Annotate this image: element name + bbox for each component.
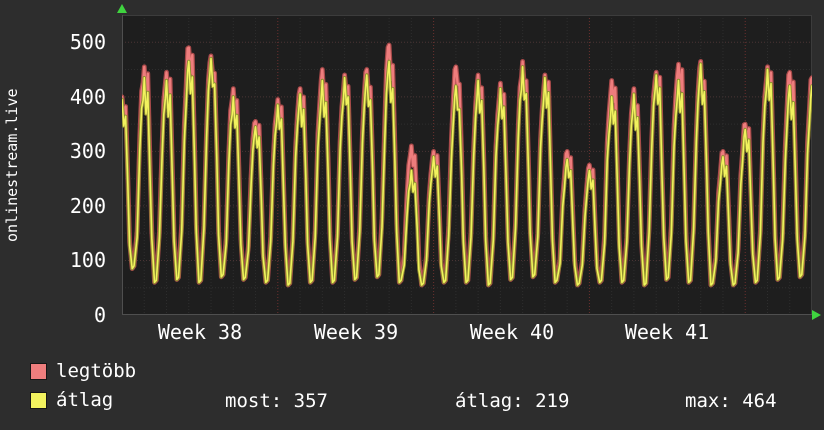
legend-item-legtobb: legtöbb: [30, 361, 136, 381]
plot-area: [122, 15, 812, 315]
y-axis-tick-label: 200: [69, 194, 106, 218]
legend-label-legtobb: legtöbb: [56, 360, 137, 382]
legend-item-atlag: átlag: [30, 390, 113, 410]
x-axis-week-label: Week 38: [157, 320, 243, 344]
x-axis-week-label: Week 41: [624, 320, 710, 344]
y-axis-tick-label: 0: [93, 303, 106, 327]
y-axis-tick-label: 300: [69, 139, 106, 163]
legend-label-atlag: átlag: [56, 389, 114, 411]
x-axis-week-label: Week 39: [313, 320, 399, 344]
chart-svg: [122, 15, 812, 315]
y-axis-tick-label: 100: [69, 248, 106, 272]
y-axis-tick-label: 400: [69, 85, 106, 109]
x-axis-week-label: Week 40: [469, 320, 555, 344]
y-axis-tick-label: 500: [69, 30, 106, 54]
x-axis-arrow-icon: [812, 310, 821, 320]
y-axis: 500 400 300 200 100 0: [0, 15, 112, 325]
stat-max: max: 464: [685, 390, 777, 412]
y-axis-arrow-icon: [117, 4, 127, 13]
x-axis: Week 38 Week 39 Week 40 Week 41: [122, 321, 812, 345]
stat-atlag: átlag: 219: [455, 390, 570, 412]
stat-most: most: 357: [225, 390, 328, 412]
legend-swatch-legtobb: [30, 362, 47, 380]
legend-swatch-atlag: [30, 391, 47, 409]
